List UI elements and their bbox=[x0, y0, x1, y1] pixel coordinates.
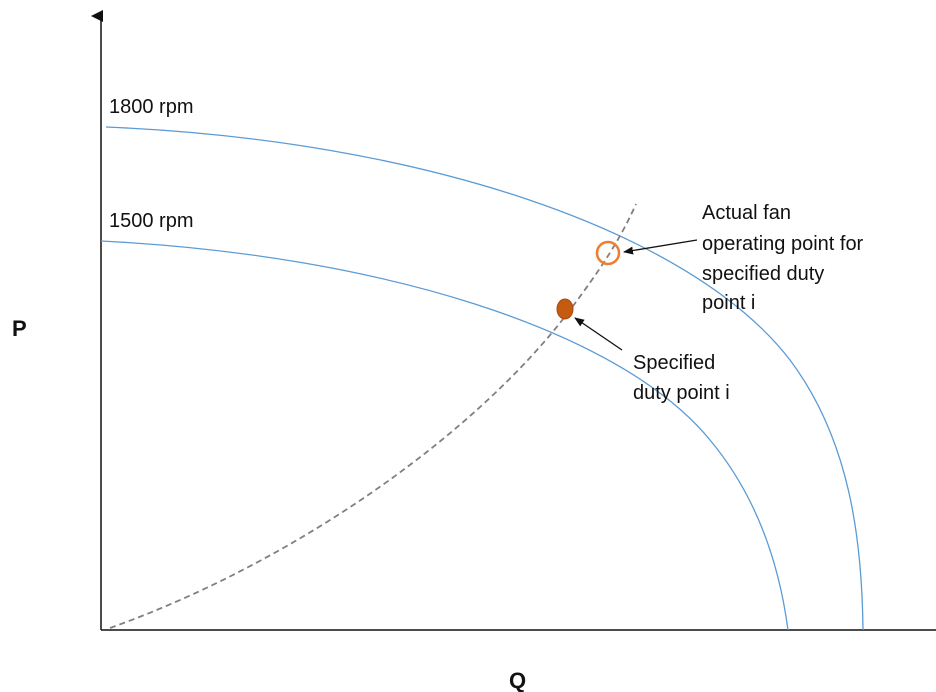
actual-point-annotation-line-1: Actual fan bbox=[702, 202, 791, 224]
label-1500-rpm: 1500 rpm bbox=[109, 210, 194, 232]
label-1800-rpm: 1800 rpm bbox=[109, 96, 194, 118]
x-axis-label: Q bbox=[509, 668, 526, 692]
specified-duty-point bbox=[556, 298, 574, 320]
specified-point-annotation-line-2: duty point i bbox=[633, 382, 730, 404]
specified-point-arrow bbox=[574, 317, 623, 351]
curve-1500-rpm bbox=[100, 240, 789, 631]
curve-1800-rpm bbox=[105, 126, 864, 631]
specified-point-annotation-line-1: Specified bbox=[633, 352, 715, 374]
actual-operating-point bbox=[595, 240, 621, 266]
actual-point-annotation-line-4: point i bbox=[702, 292, 755, 314]
system-curve bbox=[109, 203, 637, 629]
actual-point-annotation-line-3: specified duty bbox=[702, 263, 824, 285]
y-axis-label: P bbox=[12, 316, 27, 341]
actual-point-annotation-line-2: operating point for bbox=[702, 233, 864, 255]
actual-point-arrow bbox=[623, 239, 698, 255]
